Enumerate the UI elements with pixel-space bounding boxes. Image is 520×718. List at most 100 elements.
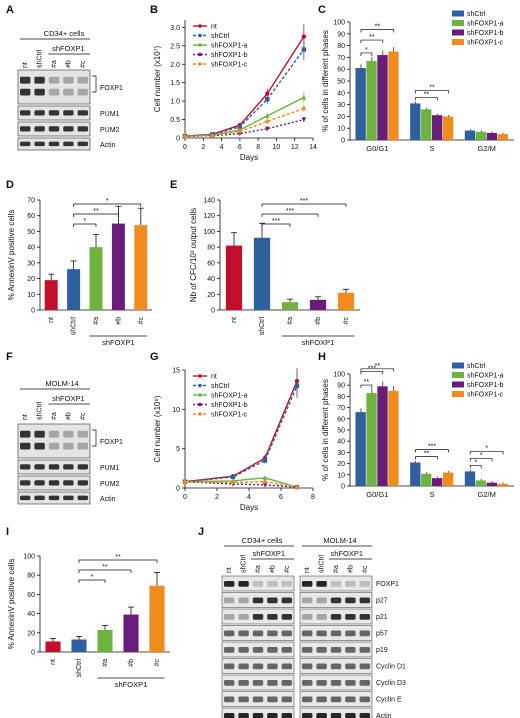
blot-band: [316, 712, 327, 718]
x-tick-label: #a: [93, 317, 100, 325]
blot-band: [302, 679, 313, 686]
data-point: [230, 474, 236, 480]
blot-band: [359, 597, 370, 604]
bar-shCtrl-S: [410, 462, 421, 486]
blot-band: [252, 646, 264, 653]
y-tick-label: 70: [337, 55, 345, 62]
data-point: [230, 479, 236, 486]
blot-band: [252, 597, 264, 604]
y-tick-label: 70: [27, 198, 35, 205]
legend-swatch: [452, 362, 464, 369]
x-tick-label: shCtrl: [71, 317, 78, 336]
legend-entry: shFOXP1-b: [467, 30, 504, 37]
blot-band: [302, 712, 313, 718]
y-axis-label: % of cells in different phases: [321, 30, 330, 132]
y-tick-label: 60: [337, 67, 345, 74]
blot-band: [224, 646, 235, 653]
bar-shCtrl: [253, 237, 271, 310]
series-line-shFOXP1-a: [184, 477, 298, 488]
sig-mark: **: [424, 91, 430, 98]
y-tick-label: 70: [337, 405, 345, 412]
panel-label-B: B: [150, 4, 158, 16]
y-tick-label: 60: [27, 213, 35, 220]
blot-band: [302, 630, 313, 637]
y-tick-label: 100: [203, 229, 215, 236]
blot-band: [302, 597, 313, 604]
data-point: [182, 133, 188, 139]
blot-row-label: FOXP1: [100, 85, 123, 92]
blot-band: [238, 663, 249, 670]
y-tick-label: 30: [27, 260, 35, 267]
y-tick-label: 1.5: [170, 80, 180, 87]
blot-header: CD34+ cells: [242, 536, 283, 545]
sig-mark: **: [369, 34, 375, 41]
blot-group-label: shFOXP1: [331, 549, 364, 558]
y-tick-label: 60: [27, 592, 35, 599]
legend-marker: [198, 402, 202, 407]
y-tick-label: 80: [27, 573, 35, 580]
blot-band: [330, 712, 342, 718]
bar-shFOXP1-b-G0/G1: [377, 55, 388, 140]
y-tick-label: 50: [27, 229, 35, 236]
blot-band: [224, 712, 235, 718]
bar-shFOXP1-c-G0/G1: [388, 51, 399, 140]
blot-lane-label: shCtrl: [37, 401, 44, 420]
y-tick-label: 60: [337, 416, 345, 423]
blot-band: [224, 597, 235, 604]
panel-label-I: I: [6, 526, 9, 538]
y-tick-label: 10: [337, 472, 345, 479]
bar-shFOXP1-c-G0/G1: [388, 390, 399, 486]
bar-shFOXP1-a-G0/G1: [366, 393, 377, 486]
y-tick-label: 15: [172, 368, 180, 375]
y-axis-label: % AnnexinV positive cells: [7, 210, 16, 301]
x-tick-label: 2: [201, 144, 205, 151]
blot-band: [48, 464, 60, 470]
blot-band: [77, 442, 88, 450]
data-point: [182, 479, 188, 485]
blot-band: [63, 495, 74, 501]
sig-bracket: [360, 39, 384, 44]
blot-band: [252, 679, 264, 686]
y-axis-label: % AnnexinV positive cells: [7, 559, 16, 650]
x-tick-label: #c: [138, 317, 145, 325]
data-point: [301, 117, 307, 123]
legend-marker: [198, 52, 202, 57]
blot-band: [359, 712, 370, 718]
legend-entry: shFOXP1-a: [211, 393, 248, 400]
blot-band: [20, 464, 31, 470]
blot-band: [345, 613, 356, 620]
y-tick-label: 0: [176, 486, 180, 493]
y-tick-label: 40: [337, 439, 345, 446]
bar-shFOXP1-b-G2/M: [486, 482, 497, 486]
blot-band: [48, 76, 60, 84]
blot-band: [48, 480, 60, 486]
legend-entry: shCtrl: [467, 11, 486, 18]
blot-row-label: PUM2: [100, 127, 120, 134]
blot-band: [281, 630, 292, 637]
blot-band: [330, 696, 342, 703]
group-label: shFOXP1: [102, 338, 135, 347]
blot-strip-FOXP1: [17, 423, 91, 459]
blot-band: [224, 580, 235, 587]
y-axis-label: Cell number (x10⁶): [153, 395, 162, 462]
blot-band: [77, 480, 88, 486]
bar-#a: [89, 247, 103, 310]
y-tick-label: 30: [337, 102, 345, 109]
bar-shFOXP1-a-G2/M: [475, 480, 487, 486]
bar-shFOXP1-a-G2/M: [475, 131, 487, 140]
blot-band: [302, 580, 313, 587]
legend-entry: nt: [211, 24, 217, 31]
panel-label-D: D: [6, 179, 14, 191]
blot-header: MOLM-14: [45, 379, 78, 388]
blot-band: [281, 646, 292, 653]
sig-bracket: [78, 559, 158, 563]
legend-entry: shFOXP1-a: [467, 373, 504, 380]
legend-swatch: [452, 20, 464, 26]
bar-shCtrl-G2/M: [464, 471, 476, 486]
blot-band: [281, 696, 292, 703]
foxp1-bracket: [92, 429, 97, 447]
legend-swatch: [452, 29, 464, 36]
legend-swatch: [452, 39, 464, 45]
blot-band: [238, 580, 249, 587]
